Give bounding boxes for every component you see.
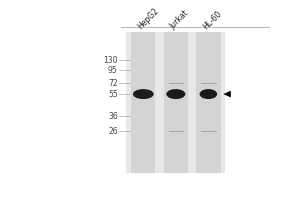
Text: HL-60: HL-60	[201, 9, 223, 31]
Text: Jurkat: Jurkat	[168, 9, 191, 31]
Text: HepG2: HepG2	[136, 6, 160, 31]
Text: 26: 26	[108, 127, 118, 136]
Text: 95: 95	[108, 66, 118, 75]
Ellipse shape	[133, 89, 154, 99]
Ellipse shape	[200, 89, 217, 99]
Ellipse shape	[166, 89, 185, 99]
Text: 55: 55	[108, 90, 118, 99]
Bar	[196, 32, 220, 173]
Bar	[126, 32, 226, 173]
Bar	[164, 32, 188, 173]
Text: 130: 130	[103, 56, 118, 65]
Bar	[131, 32, 155, 173]
Text: 36: 36	[108, 112, 118, 121]
Text: 72: 72	[108, 79, 118, 88]
Polygon shape	[224, 91, 231, 98]
